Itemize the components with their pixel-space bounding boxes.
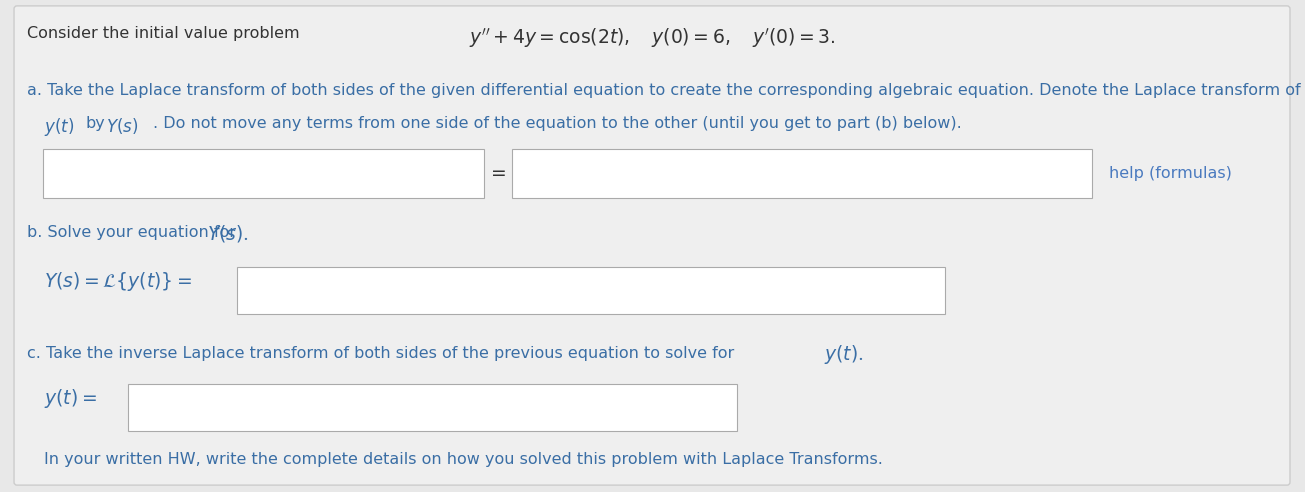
FancyBboxPatch shape bbox=[238, 267, 945, 313]
Text: $Y(s)$: $Y(s)$ bbox=[106, 116, 138, 136]
Text: $Y(s) = \mathcal{L}\{y(t)\} = $: $Y(s) = \mathcal{L}\{y(t)\} = $ bbox=[44, 270, 193, 293]
FancyBboxPatch shape bbox=[14, 6, 1289, 485]
Text: $y(t)$.: $y(t)$. bbox=[825, 343, 864, 366]
Text: c. Take the inverse Laplace transform of both sides of the previous equation to : c. Take the inverse Laplace transform of… bbox=[27, 346, 739, 361]
Text: $y(t) = $: $y(t) = $ bbox=[44, 387, 98, 410]
FancyBboxPatch shape bbox=[128, 384, 737, 431]
Text: $y(t)$: $y(t)$ bbox=[44, 116, 74, 138]
Text: help (formulas): help (formulas) bbox=[1109, 166, 1232, 181]
Text: . Do not move any terms from one side of the equation to the other (until you ge: . Do not move any terms from one side of… bbox=[153, 116, 962, 131]
FancyBboxPatch shape bbox=[43, 149, 484, 198]
Text: $Y(s)$.: $Y(s)$. bbox=[207, 223, 249, 245]
FancyBboxPatch shape bbox=[512, 149, 1092, 198]
Text: b. Solve your equation for: b. Solve your equation for bbox=[27, 225, 241, 241]
Text: a. Take the Laplace transform of both sides of the given differential equation t: a. Take the Laplace transform of both si… bbox=[27, 83, 1300, 98]
Text: Consider the initial value problem: Consider the initial value problem bbox=[27, 27, 299, 41]
Text: $y'' + 4y = \mathrm{cos}(2t), \quad y(0) = 6, \quad y'(0) = 3.$: $y'' + 4y = \mathrm{cos}(2t), \quad y(0)… bbox=[468, 27, 835, 51]
Text: by: by bbox=[86, 116, 106, 131]
Text: =: = bbox=[491, 164, 508, 183]
Text: In your written HW, write the complete details on how you solved this problem wi: In your written HW, write the complete d… bbox=[44, 452, 883, 467]
